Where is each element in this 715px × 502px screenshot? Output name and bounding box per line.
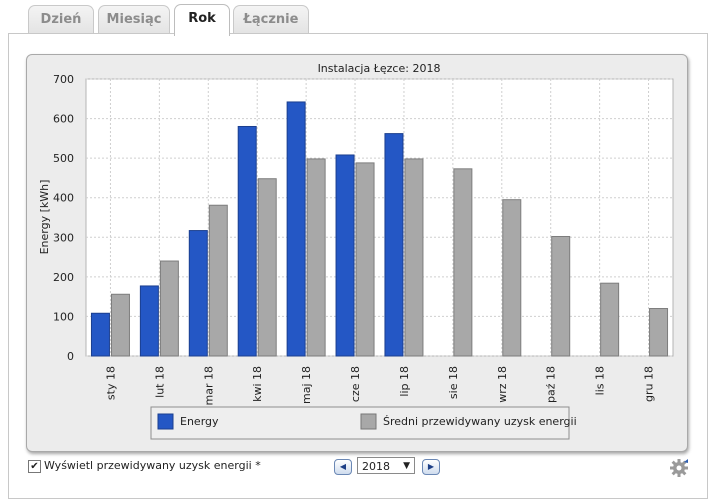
show-forecast-checkbox[interactable]: ✔ [28,460,41,473]
x-tick-label: lut 18 [153,366,166,398]
chart-title: Instalacja Łęzce: 2018 [318,62,441,75]
chevron-down-icon: ▼ [403,461,410,471]
bar-forecast[interactable] [306,158,326,357]
chart-controls: ✔ Wyświetl przewidywany uzysk energii * … [28,457,698,477]
year-value: 2018 [362,460,390,473]
legend-box [150,406,570,440]
chart-container: Instalacja Łęzce: 2018 Energy [kWh] 0 100… [26,54,688,452]
x-tick-label: maj 18 [300,366,313,404]
bar-energy[interactable] [188,230,208,357]
x-tick-label: mar 18 [202,366,215,405]
y-tick-label: 700 [53,73,74,86]
bar-forecast[interactable] [502,199,522,357]
legend-swatch-forecast [360,413,377,430]
tab-total[interactable]: Łącznie [233,5,309,34]
bar-forecast[interactable] [159,260,179,357]
bar-forecast[interactable] [649,308,669,357]
y-axis-label: Energy [kWh] [38,180,51,255]
show-forecast-label: Wyświetl przewidywany uzysk energii * [44,459,261,472]
bar-energy[interactable] [90,312,110,357]
bar-energy[interactable] [286,101,306,357]
x-tick-label: sie 18 [447,366,460,399]
bar-energy[interactable] [384,133,404,357]
tab-day[interactable]: Dzień [28,5,94,34]
legend: Energy Średni przewidywany uzysk energii [150,406,577,440]
bar-energy[interactable] [335,154,355,357]
tab-month[interactable]: Miesiąc [98,5,170,34]
bar-forecast[interactable] [257,178,277,357]
y-tick-label: 200 [53,271,74,284]
triangle-right-icon: ▶ [427,462,435,471]
legend-label-energy: Energy [180,415,219,428]
x-tick-label: lis 18 [594,366,607,395]
x-tick-label: sty 18 [104,366,117,400]
bar-forecast[interactable] [404,158,424,357]
x-tick-label: cze 18 [349,366,362,402]
bar-forecast[interactable] [551,235,571,357]
y-tick-label: 300 [53,231,74,244]
x-tick-label: paź 18 [545,366,558,403]
x-tick-label: kwi 18 [251,366,264,402]
tab-year[interactable]: Rok [174,4,230,36]
y-tick-label: 0 [67,350,74,363]
y-tick-labels: 0 100 200 300 400 500 600 700 [53,73,74,363]
prev-year-button[interactable]: ◀ [334,459,352,475]
gear-icon [670,459,688,477]
bar-forecast[interactable] [110,293,130,357]
legend-label-forecast: Średni przewidywany uzysk energii [383,415,577,428]
bar-forecast[interactable] [208,204,228,357]
y-tick-label: 500 [53,152,74,165]
bar-forecast[interactable] [600,282,620,357]
plot-area [85,78,674,357]
bar-energy[interactable] [237,125,257,357]
legend-swatch-energy [157,413,174,430]
triangle-left-icon: ◀ [339,462,347,471]
bar-chart: Instalacja Łęzce: 2018 Energy [kWh] 0 100… [38,62,674,440]
y-tick-label: 100 [53,310,74,323]
y-tick-label: 400 [53,192,74,205]
bars [90,101,669,357]
y-tick-label: 600 [53,113,74,126]
x-tick-label: gru 18 [643,366,656,402]
bar-forecast[interactable] [453,168,473,357]
x-tick-labels: sty 18 lut 18 mar 18 kwi 18 maj 18 cze 18 lip … [104,366,655,405]
grid-lines [86,78,673,357]
next-year-button[interactable]: ▶ [422,459,440,475]
x-tick-label: lip 18 [398,366,411,397]
bar-forecast[interactable] [355,162,375,357]
bar-energy[interactable] [139,285,159,357]
settings-button[interactable] [669,456,691,478]
x-tick-label: wrz 18 [496,366,509,403]
year-select[interactable]: 2018 ▼ [357,457,415,474]
